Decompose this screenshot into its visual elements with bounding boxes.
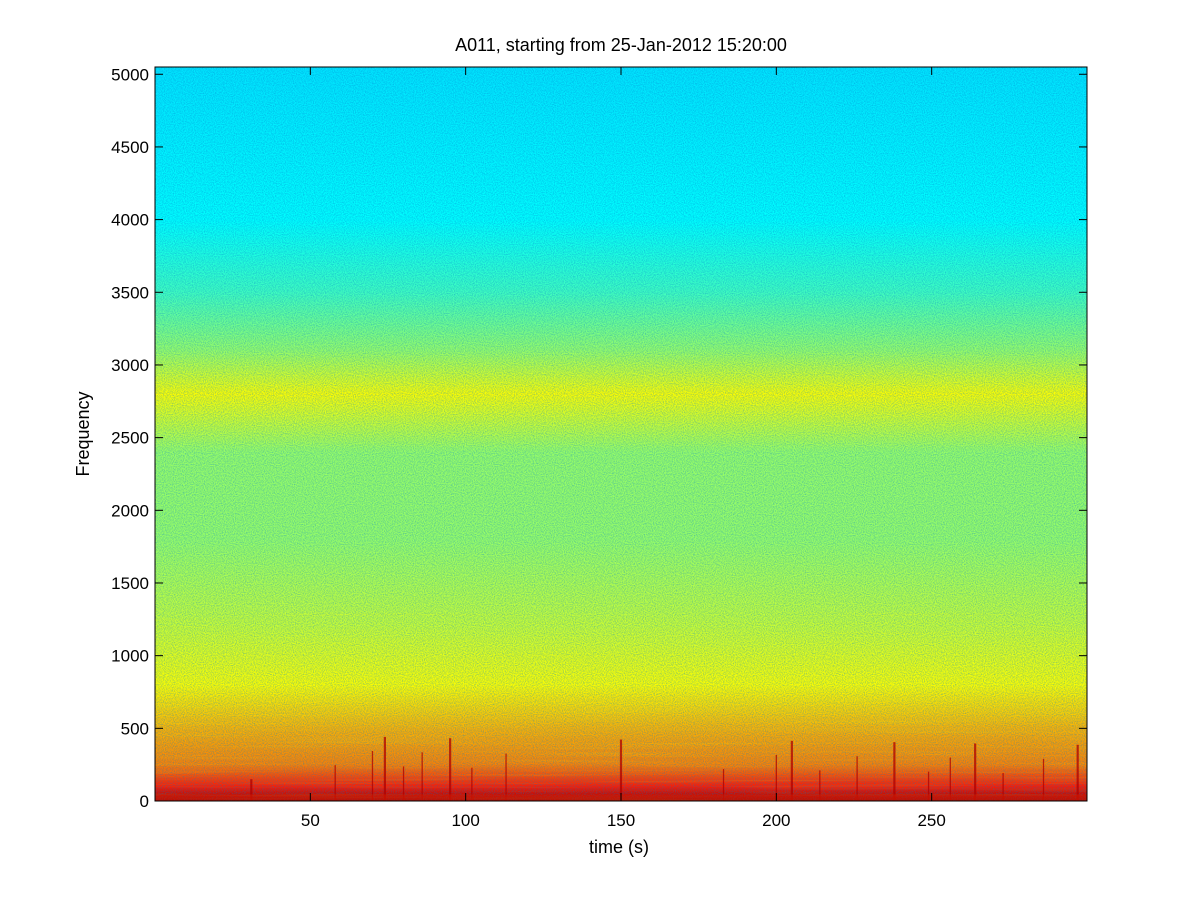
y-tick-label: 3500 — [111, 283, 149, 302]
y-tick-label: 3000 — [111, 356, 149, 375]
y-tick-label: 5000 — [111, 65, 149, 84]
x-tick-label: 50 — [301, 811, 320, 830]
y-tick-label: 1000 — [111, 647, 149, 666]
x-tick-label: 250 — [917, 811, 945, 830]
x-axis-ticks: 50 100 150 200 250 — [301, 67, 946, 830]
y-tick-label: 4500 — [111, 138, 149, 157]
spectrogram-noise — [155, 67, 1087, 801]
plot-area — [154, 66, 1088, 802]
y-tick-label: 2500 — [111, 429, 149, 448]
y-axis-title: Frequency — [73, 391, 93, 476]
x-axis-title: time (s) — [589, 837, 649, 857]
y-tick-label: 500 — [121, 719, 149, 738]
y-axis-ticks: 0 500 1000 1500 2000 2500 3000 3500 4000 4500 5000 — [111, 65, 1087, 811]
chart-title: A011, starting from 25-Jan-2012 15:20:00 — [455, 35, 787, 55]
x-tick-label: 100 — [451, 811, 479, 830]
y-tick-label: 4000 — [111, 211, 149, 230]
y-tick-label: 2000 — [111, 501, 149, 520]
y-tick-label: 1500 — [111, 574, 149, 593]
x-tick-label: 150 — [607, 811, 635, 830]
x-tick-label: 200 — [762, 811, 790, 830]
y-tick-label: 0 — [140, 792, 149, 811]
